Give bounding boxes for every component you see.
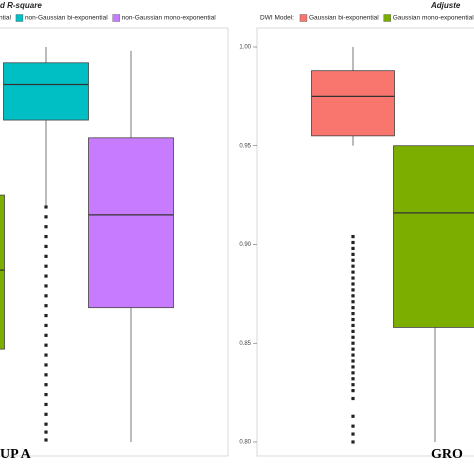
outlier (44, 254, 48, 258)
outlier (351, 371, 355, 375)
outlier (44, 343, 48, 347)
outlier (44, 412, 48, 416)
outlier (44, 373, 48, 377)
legend-label: ntial (0, 15, 11, 22)
legend-title: DWI Model: (260, 15, 294, 22)
outlier (351, 258, 355, 262)
y-tick-label: 0.80 (239, 440, 251, 446)
outlier (351, 377, 355, 381)
legend-swatch (383, 14, 391, 22)
outlier (351, 383, 355, 387)
outlier (44, 430, 48, 434)
outlier (351, 294, 355, 298)
box (311, 70, 395, 137)
legend-swatch (299, 14, 308, 22)
outlier (351, 252, 355, 256)
outlier (44, 234, 48, 239)
outlier (351, 396, 355, 401)
legend-swatch (112, 14, 120, 22)
outlier (44, 402, 48, 407)
legend-swatch (15, 14, 24, 22)
box (0, 194, 5, 350)
outlier (44, 422, 48, 426)
box (88, 137, 174, 309)
outlier (351, 300, 355, 304)
outlier (351, 389, 355, 393)
outlier (44, 284, 48, 288)
outlier (44, 323, 48, 328)
outlier (351, 329, 355, 333)
outlier (44, 313, 48, 318)
outlier (351, 246, 355, 251)
outlier (44, 353, 48, 357)
outlier (44, 294, 48, 298)
outlier (351, 424, 355, 428)
panel-border (0, 27, 229, 457)
outlier (351, 317, 355, 322)
outlier (351, 414, 355, 418)
outlier (351, 240, 355, 245)
outlier (44, 304, 48, 308)
outlier (351, 306, 355, 310)
outlier (44, 363, 48, 367)
group-label: UP A (0, 447, 32, 462)
box (393, 145, 474, 328)
y-tick-label: 1.00 (239, 45, 251, 51)
outlier (351, 432, 355, 436)
y-tick-label: 0.85 (239, 341, 251, 347)
outlier (351, 359, 355, 363)
outlier (351, 311, 355, 316)
outlier (44, 264, 48, 268)
legend-label: Gaussian mono-exponential (393, 15, 474, 22)
panel-border (256, 27, 474, 457)
outlier (351, 270, 355, 274)
legend-label: Gaussian bi-exponential (309, 15, 379, 22)
outlier (44, 205, 48, 209)
outlier (351, 335, 355, 339)
outlier (351, 341, 355, 345)
outlier (351, 276, 355, 280)
outlier (351, 288, 355, 292)
outlier (351, 282, 355, 286)
outlier (351, 365, 355, 369)
outlier (351, 264, 355, 268)
outlier (44, 383, 48, 387)
outlier (351, 323, 355, 328)
outlier (351, 234, 355, 239)
outlier (44, 333, 48, 337)
outlier (44, 438, 48, 442)
outlier (351, 347, 355, 351)
outlier (44, 392, 48, 397)
group-label: GRO (431, 447, 463, 462)
outlier (44, 215, 48, 219)
legend-label: non-Gaussian bi-exponential (25, 15, 108, 22)
outlier (44, 225, 48, 229)
y-tick-label: 0.95 (239, 143, 251, 149)
legend-label: non-Gaussian mono-exponential (122, 15, 217, 22)
panel-title: Adjuste (430, 1, 461, 10)
outlier (44, 244, 48, 249)
outlier (44, 274, 48, 278)
outlier (351, 353, 355, 357)
outlier (351, 440, 355, 444)
y-tick-label: 0.90 (239, 242, 251, 248)
panel-title: d R-square (0, 1, 42, 10)
panel (0, 46, 174, 442)
panel (311, 46, 474, 444)
box (3, 62, 89, 121)
